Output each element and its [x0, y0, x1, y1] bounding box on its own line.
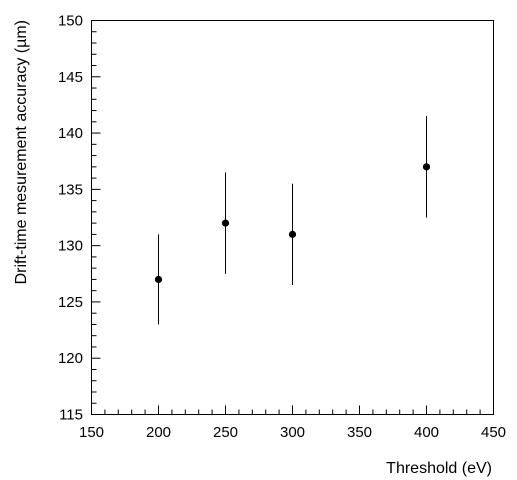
- data-point: [221, 219, 230, 227]
- y-tick-label: 115: [59, 407, 83, 424]
- y-tick-label: 125: [58, 294, 83, 311]
- x-tick-label: 400: [414, 424, 439, 441]
- y-tick-label: 140: [58, 125, 83, 142]
- tick-labels: 150 200 250 300 350 400 450 115 120 125 130 135 140 1…: [58, 13, 506, 442]
- y-tick-label: 150: [58, 13, 83, 30]
- data-point: [422, 163, 431, 171]
- data-point: [154, 275, 163, 284]
- y-tick-label: 145: [58, 69, 83, 86]
- x-tick-label: 350: [347, 424, 372, 441]
- x-tick-label: 250: [213, 424, 238, 441]
- y-tick-label: 120: [58, 350, 83, 367]
- x-tick-label: 150: [79, 424, 104, 441]
- y-tick-label: 130: [58, 238, 83, 255]
- data-series: [154, 116, 431, 325]
- y-axis-label: Drift-time mesurement accuracy (µm): [13, 20, 30, 284]
- y-tick-label: 135: [58, 181, 83, 198]
- x-tick-label: 450: [481, 424, 506, 441]
- data-point: [288, 230, 297, 238]
- x-tick-label: 300: [280, 424, 305, 441]
- plot-frame: [91, 20, 494, 415]
- x-axis-label: Threshold (eV): [386, 460, 492, 477]
- x-tick-label: 200: [146, 424, 171, 441]
